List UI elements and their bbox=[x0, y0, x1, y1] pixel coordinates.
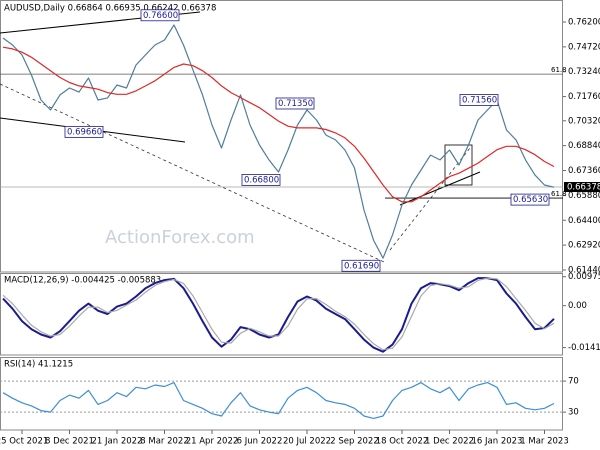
series-line bbox=[2, 24, 555, 259]
series-line bbox=[2, 382, 555, 419]
x-tick-label: 18 Oct 2022 bbox=[376, 437, 429, 447]
annotation-box bbox=[341, 259, 381, 272]
annotation-box bbox=[140, 9, 180, 22]
y-tick-label: 0.65880 bbox=[568, 191, 600, 201]
fib-label: 61.8 bbox=[551, 190, 567, 198]
annotation-box bbox=[459, 94, 499, 106]
y-tick-label: 0.64400 bbox=[568, 216, 600, 226]
annotation-label: 0.61690 bbox=[344, 261, 379, 271]
macd-panel bbox=[0, 273, 563, 356]
trend-line bbox=[0, 83, 385, 263]
channel-box bbox=[444, 144, 473, 186]
y-tick-label: 0.73240 bbox=[568, 67, 600, 77]
annotation-label: 0.69660 bbox=[67, 127, 102, 137]
x-tick-label: 1 Mar 2023 bbox=[520, 437, 568, 447]
annotation-label: 0.71350 bbox=[278, 99, 313, 109]
annotation-box bbox=[241, 174, 281, 186]
series-line bbox=[2, 277, 555, 351]
y-tick-label: 0.61440 bbox=[568, 265, 600, 275]
x-tick-label: 8 Dec 2021 bbox=[45, 437, 94, 447]
price-tag bbox=[564, 182, 600, 193]
x-tick-label: 2 Sep 2022 bbox=[330, 437, 378, 447]
annotation-label: 0.65630 bbox=[513, 195, 548, 205]
watermark: ActionForex.com bbox=[105, 227, 255, 248]
annotation-box bbox=[510, 193, 550, 206]
x-tick-label: 6 Jun 2022 bbox=[237, 437, 283, 447]
rsi-panel bbox=[0, 357, 563, 431]
x-tick-label: 8 Mar 2022 bbox=[140, 437, 188, 447]
x-tick-label: 20 Jul 2022 bbox=[283, 437, 331, 447]
y-tick-label: 0.70320 bbox=[568, 116, 600, 126]
fib-label: 61.8 bbox=[551, 66, 567, 74]
trend-line bbox=[399, 171, 481, 206]
y-tick-label: 0.009751 bbox=[568, 272, 600, 282]
x-tick-label: 21 Apr 2022 bbox=[186, 437, 239, 447]
x-tick-label: 1 Dec 2022 bbox=[425, 437, 474, 447]
y-tick-label: 70 bbox=[568, 377, 579, 387]
annotation-label: 0.76600 bbox=[143, 11, 178, 21]
y-tick-label: 30 bbox=[568, 408, 579, 418]
annotation-label: 0.71560 bbox=[462, 95, 497, 105]
annotation-box bbox=[64, 125, 104, 138]
y-tick-label: 0.00 bbox=[568, 301, 587, 311]
chart-title: AUDUSD,Daily 0.66864 0.66935 0.66242 0.6… bbox=[4, 4, 216, 14]
y-tick-label: 0.62920 bbox=[568, 241, 600, 251]
y-tick-label: 0.68840 bbox=[568, 141, 600, 151]
x-tick-label: 16 Jan 2023 bbox=[472, 437, 523, 447]
rsi-title: RSI(14) 41.1215 bbox=[4, 360, 73, 370]
macd-title: MACD(12,26,9) -0.004425 -0.005883 bbox=[4, 276, 161, 286]
x-tick-label: 21 Jan 2022 bbox=[92, 437, 143, 447]
y-tick-label: 0.71760 bbox=[568, 92, 600, 102]
trend-line bbox=[389, 147, 471, 251]
annotation-label: 0.66800 bbox=[244, 175, 279, 185]
y-tick-label: -0.014107 bbox=[568, 343, 600, 353]
y-tick-label: 0.67360 bbox=[568, 166, 600, 176]
price-panel bbox=[0, 0, 563, 273]
x-tick-label: 25 Oct 2021 bbox=[0, 437, 48, 447]
y-tick-label: 0.76200 bbox=[568, 18, 600, 28]
series-line bbox=[2, 46, 555, 203]
annotation-box bbox=[275, 97, 315, 110]
y-tick-label: 0.74720 bbox=[568, 42, 600, 52]
price-tag-label: 0.66378 bbox=[567, 183, 600, 193]
